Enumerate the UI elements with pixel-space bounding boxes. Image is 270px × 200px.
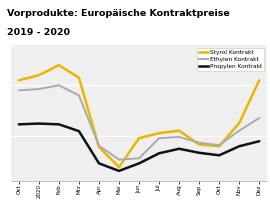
Propylen Kontrakt xyxy=(157,152,161,154)
Ethylen Kontrakt xyxy=(77,94,80,97)
Propylen Kontrakt xyxy=(177,148,181,150)
Ethylen Kontrakt xyxy=(258,117,261,119)
Propylen Kontrakt xyxy=(258,140,261,142)
Styrol Kontrakt xyxy=(17,79,21,81)
Propylen Kontrakt xyxy=(137,162,141,165)
Styrol Kontrakt xyxy=(57,64,60,66)
Propylen Kontrakt xyxy=(17,123,21,126)
Ethylen Kontrakt xyxy=(57,84,60,86)
Ethylen Kontrakt xyxy=(157,137,161,139)
Propylen Kontrakt xyxy=(117,170,121,172)
Styrol Kontrakt xyxy=(97,146,101,148)
Propylen Kontrakt xyxy=(97,162,101,165)
Ethylen Kontrakt xyxy=(177,136,181,138)
Line: Propylen Kontrakt: Propylen Kontrakt xyxy=(19,124,259,171)
Styrol Kontrakt xyxy=(77,77,80,79)
Propylen Kontrakt xyxy=(57,123,60,126)
Propylen Kontrakt xyxy=(238,145,241,147)
Text: © 2020 Kunststoff Information, Bad Homburg - www.kiweb.de: © 2020 Kunststoff Information, Bad Hombu… xyxy=(7,189,178,194)
Styrol Kontrakt xyxy=(218,145,221,147)
Propylen Kontrakt xyxy=(198,152,201,154)
Line: Styrol Kontrakt: Styrol Kontrakt xyxy=(19,65,259,167)
Styrol Kontrakt xyxy=(117,166,121,168)
Text: Vorprodukte: Europäische Kontraktpreise: Vorprodukte: Europäische Kontraktpreise xyxy=(7,9,230,18)
Line: Ethylen Kontrakt: Ethylen Kontrakt xyxy=(19,85,259,160)
Ethylen Kontrakt xyxy=(97,145,101,147)
Text: 2019 - 2020: 2019 - 2020 xyxy=(7,28,70,37)
Styrol Kontrakt xyxy=(37,74,40,76)
Styrol Kontrakt xyxy=(258,79,261,81)
Propylen Kontrakt xyxy=(37,122,40,125)
Propylen Kontrakt xyxy=(218,154,221,157)
Ethylen Kontrakt xyxy=(137,157,141,160)
Styrol Kontrakt xyxy=(137,137,141,139)
Styrol Kontrakt xyxy=(238,122,241,124)
Ethylen Kontrakt xyxy=(37,88,40,90)
Ethylen Kontrakt xyxy=(117,158,121,161)
Ethylen Kontrakt xyxy=(238,129,241,132)
Ethylen Kontrakt xyxy=(218,144,221,146)
Ethylen Kontrakt xyxy=(198,142,201,144)
Styrol Kontrakt xyxy=(198,143,201,146)
Ethylen Kontrakt xyxy=(17,89,21,92)
Styrol Kontrakt xyxy=(157,132,161,134)
Legend: Styrol Kontrakt, Ethylen Kontrakt, Propylen Kontrakt: Styrol Kontrakt, Ethylen Kontrakt, Propy… xyxy=(197,48,264,71)
Propylen Kontrakt xyxy=(77,130,80,132)
Styrol Kontrakt xyxy=(177,129,181,132)
